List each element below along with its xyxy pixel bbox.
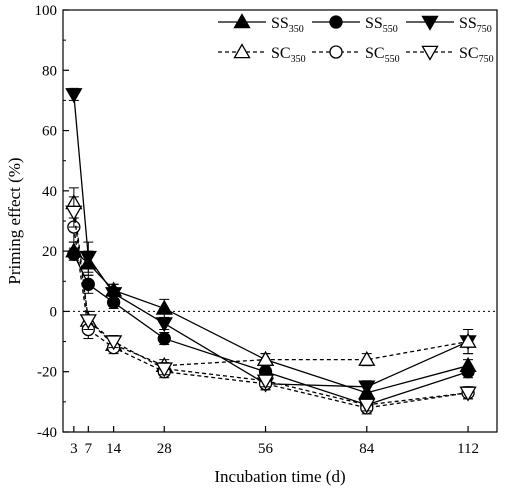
data-point-SC750 (105, 335, 123, 351)
series-SC750 (65, 196, 477, 414)
series-SS750 (65, 87, 477, 396)
x-tick-label: 56 (258, 441, 274, 457)
data-point-SC750 (459, 386, 477, 402)
x-tick-label: 14 (106, 441, 122, 457)
data-point-SC750 (65, 205, 83, 221)
axes-layer: -40 -20 0 20 40 60 80 100 3 7 14 28 56 84 112 (35, 3, 480, 457)
x-tick-label: 7 (85, 441, 93, 457)
legend-entry-SC750: SC750 (406, 45, 494, 65)
plot-area (62, 9, 498, 433)
legend-entry-SS750: SS750 (406, 15, 492, 35)
x-tick-label: 28 (157, 441, 172, 457)
data-point-SS350 (155, 299, 173, 315)
data-point-SS750 (65, 88, 83, 104)
x-axis-title: Incubation time (d) (214, 467, 345, 486)
y-axis-title: Priming effect (%) (5, 157, 24, 284)
series-layer (65, 87, 477, 415)
y-tick-label: 40 (42, 184, 57, 200)
x-tick-label: 3 (70, 441, 78, 457)
y-tick-label: -40 (37, 425, 57, 441)
y-tick-label: -20 (37, 365, 57, 381)
data-point-SC750 (358, 398, 376, 414)
legend-marker (421, 15, 439, 31)
plot-frame (62, 9, 498, 433)
data-point-SS750 (358, 380, 376, 396)
legend-label: SS350 (271, 15, 304, 35)
legend-marker (329, 15, 343, 29)
data-point-SS750 (105, 287, 123, 303)
y-tick-label: 60 (42, 124, 57, 140)
series-SC350 (65, 187, 477, 373)
data-point-SC750 (256, 374, 275, 390)
legend-label: SS750 (459, 15, 492, 35)
legend-marker (329, 45, 343, 59)
y-tick-label: 20 (42, 244, 57, 260)
legend: SS350 SS550 SS750 SC350 SC550 SC750 (218, 13, 494, 65)
data-point-SC350 (256, 350, 275, 366)
legend-entry-SC350: SC350 (218, 43, 306, 65)
data-point-SS550 (157, 331, 171, 346)
legend-label: SS550 (365, 15, 398, 35)
y-tick-label: 0 (50, 304, 58, 320)
data-point-SS550 (461, 365, 475, 379)
series-line-SC350 (73, 202, 469, 367)
legend-entry-SS350: SS350 (218, 13, 304, 35)
data-point-SC350 (358, 350, 376, 366)
data-point-SC750 (155, 362, 173, 378)
legend-label: SC750 (459, 45, 494, 65)
series-line-SS750 (73, 94, 469, 388)
legend-marker (233, 43, 251, 59)
data-point-SS750 (79, 250, 97, 266)
legend-label: SC350 (271, 45, 306, 65)
data-point-SC350 (459, 332, 477, 348)
data-point-SC750 (79, 314, 97, 330)
legend-marker (421, 45, 439, 61)
y-tick-label: 80 (42, 63, 57, 79)
y-tick-label: 100 (35, 3, 58, 19)
legend-entry-SS550: SS550 (312, 15, 398, 35)
x-tick-label: 112 (457, 441, 479, 457)
legend-entry-SC550: SC550 (312, 45, 400, 65)
legend-marker (233, 13, 251, 29)
x-tick-label: 84 (359, 441, 375, 457)
legend-label: SC550 (365, 45, 400, 65)
data-point-SS750 (155, 317, 173, 333)
